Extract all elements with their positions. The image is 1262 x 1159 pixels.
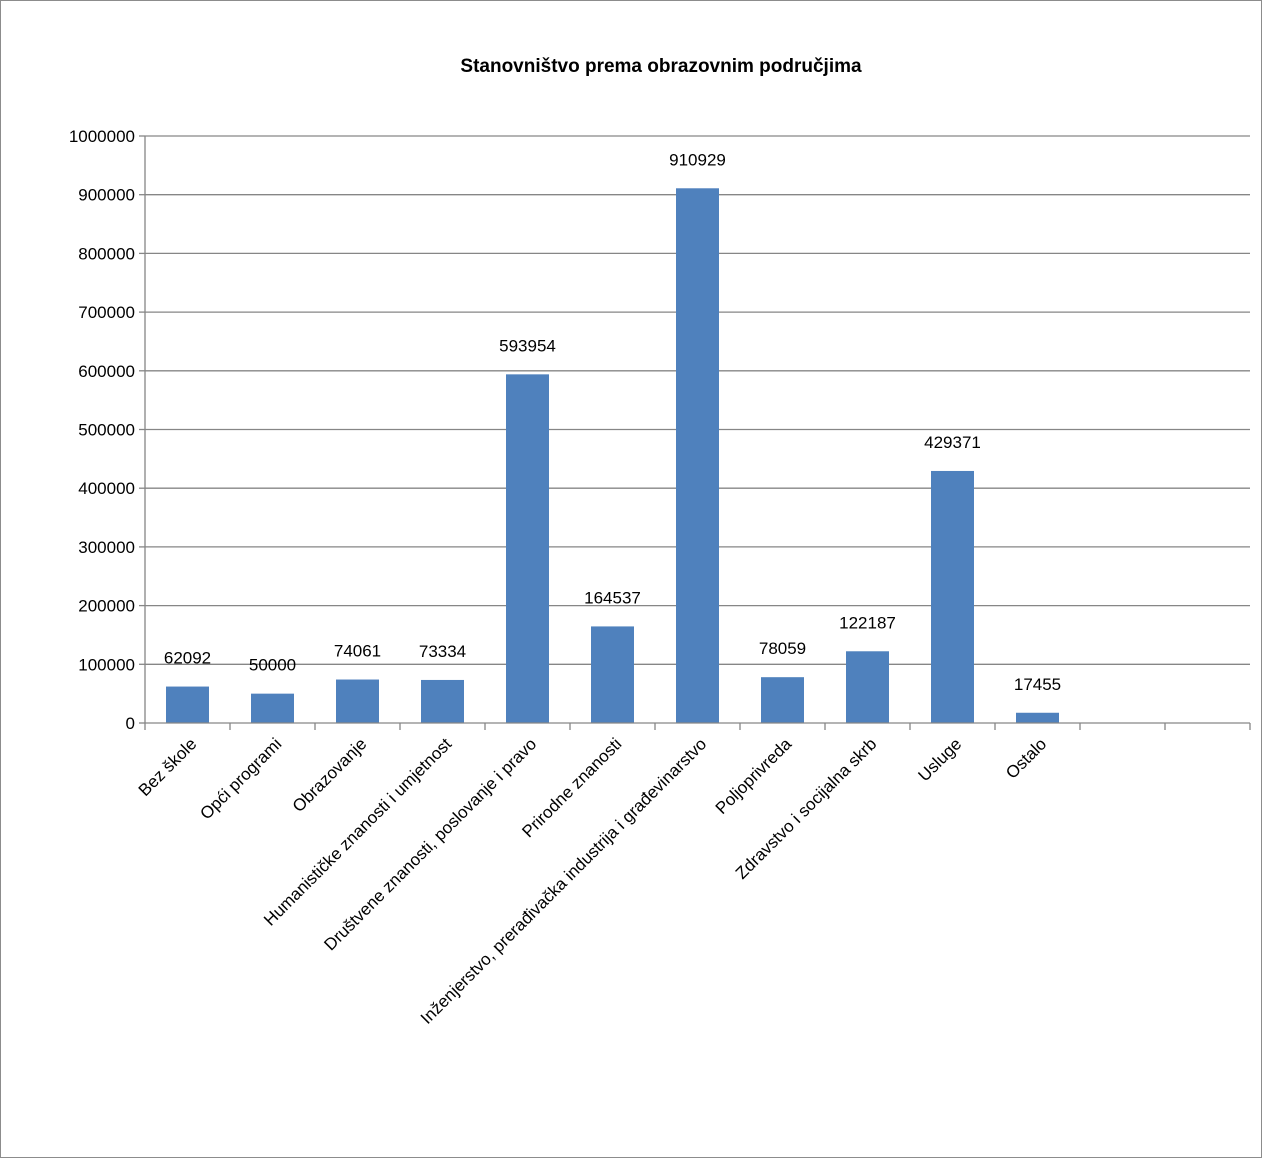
bar bbox=[336, 679, 379, 723]
category-label: Obrazovanje bbox=[289, 734, 371, 816]
data-label: 429371 bbox=[924, 433, 981, 452]
bar bbox=[1016, 712, 1059, 723]
bar bbox=[506, 374, 549, 723]
category-label: Inženjerstvo, prerađivačka industrija i … bbox=[417, 734, 710, 1027]
data-label: 73334 bbox=[419, 642, 466, 661]
data-label: 74061 bbox=[334, 642, 381, 661]
y-tick-label: 500000 bbox=[78, 421, 135, 440]
data-label: 50000 bbox=[249, 656, 296, 675]
category-label: Humanističke znanosti i umjetnost bbox=[260, 734, 455, 929]
data-label: 62092 bbox=[164, 649, 211, 668]
y-tick-label: 600000 bbox=[78, 362, 135, 381]
bar bbox=[421, 679, 464, 723]
data-label: 122187 bbox=[839, 613, 896, 632]
axes bbox=[139, 135, 1251, 730]
category-label: Usluge bbox=[914, 734, 965, 785]
category-label: Zdravstvo i socijalna skrb bbox=[732, 734, 880, 882]
bar bbox=[251, 693, 294, 723]
category-label: Poljoprivreda bbox=[712, 734, 796, 818]
bars bbox=[166, 188, 1059, 724]
data-label: 593954 bbox=[499, 336, 556, 355]
bar bbox=[931, 470, 974, 723]
y-tick-label: 300000 bbox=[78, 538, 135, 557]
bar bbox=[591, 626, 634, 723]
data-label: 910929 bbox=[669, 150, 726, 169]
bar bbox=[676, 188, 719, 724]
y-tick-label: 900000 bbox=[78, 186, 135, 205]
y-tick-labels: 0 100000 200000 300000 400000 500000 600000 700… bbox=[69, 127, 135, 733]
data-label: 78059 bbox=[759, 639, 806, 658]
y-tick-label: 1000000 bbox=[69, 127, 135, 146]
y-tick-label: 0 bbox=[126, 714, 135, 733]
data-label: 164537 bbox=[584, 588, 641, 607]
y-tick-label: 100000 bbox=[78, 655, 135, 674]
y-tick-label: 200000 bbox=[78, 597, 135, 616]
data-label: 17455 bbox=[1014, 675, 1061, 694]
y-tick-label: 400000 bbox=[78, 479, 135, 498]
bar bbox=[166, 686, 209, 723]
y-tick-label: 700000 bbox=[78, 303, 135, 322]
category-label: Ostalo bbox=[1002, 734, 1050, 782]
category-label: Opći programi bbox=[196, 734, 285, 823]
y-tick-label: 800000 bbox=[78, 244, 135, 263]
bar bbox=[846, 651, 889, 723]
chart-title: Stanovništvo prema obrazovnim područjima bbox=[460, 56, 862, 77]
bar bbox=[761, 677, 804, 723]
category-label: Bez škole bbox=[135, 734, 201, 800]
data-labels: 62092 50000 74061 73334 593954 164537 910929 78… bbox=[164, 150, 1061, 693]
